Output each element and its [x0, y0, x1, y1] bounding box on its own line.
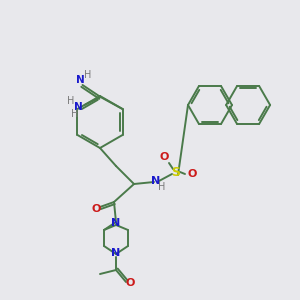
Text: N: N — [111, 248, 121, 258]
Text: N: N — [76, 75, 85, 85]
Text: O: O — [159, 152, 169, 162]
Text: O: O — [91, 204, 101, 214]
Text: H: H — [71, 109, 78, 119]
Text: H: H — [158, 182, 166, 192]
Text: O: O — [187, 169, 197, 179]
Text: S: S — [172, 166, 181, 178]
Text: H: H — [84, 70, 91, 80]
Text: H: H — [67, 96, 74, 106]
Text: N: N — [152, 176, 160, 186]
Text: N: N — [74, 102, 83, 112]
Text: O: O — [125, 278, 135, 288]
Text: N: N — [111, 218, 121, 228]
